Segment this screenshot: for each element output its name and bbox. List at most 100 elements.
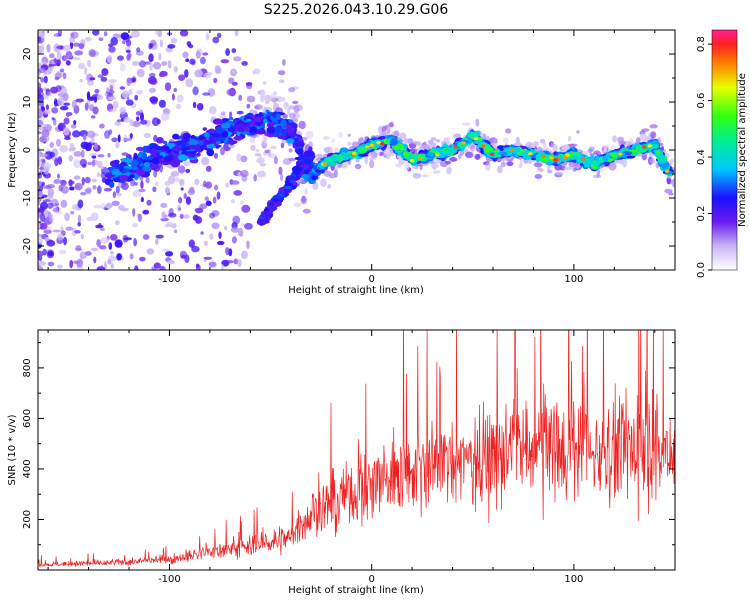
heat-cell: [256, 157, 265, 164]
heat-cell: [126, 54, 131, 61]
heat-cell: [161, 211, 166, 219]
heat-cell: [47, 261, 55, 267]
heat-cell: [194, 207, 204, 214]
ridge-cell: [655, 149, 661, 155]
heat-cell: [149, 79, 158, 85]
heat-cell: [444, 161, 451, 165]
ridge-cell: [253, 116, 262, 123]
heat-cell: [87, 96, 96, 101]
heat-cell: [202, 92, 211, 96]
heat-cell: [108, 242, 113, 250]
heat-cell: [208, 106, 217, 115]
heat-cell: [80, 233, 85, 240]
heat-cell: [92, 30, 100, 36]
ridge-cell: [293, 138, 300, 144]
heat-cell: [159, 39, 163, 48]
heat-cell: [608, 161, 617, 171]
heat-cell: [641, 153, 648, 160]
heat-cell: [111, 137, 118, 143]
heat-cell: [629, 138, 634, 143]
heat-cell: [185, 168, 191, 173]
heat-cell: [58, 249, 67, 255]
heat-cell: [74, 50, 83, 56]
heat-cell: [149, 62, 153, 72]
heat-cell: [475, 118, 480, 127]
ridge-cell: [137, 158, 142, 163]
heat-cell: [226, 260, 234, 264]
heat-cell: [282, 96, 286, 102]
heat-cell: [189, 186, 195, 193]
heat-cell: [85, 187, 92, 195]
heat-cell: [60, 199, 68, 208]
heat-cell: [259, 163, 267, 167]
heat-cell: [65, 226, 73, 231]
snr-xtick-label: -100: [158, 574, 181, 585]
ridge-peak: [647, 144, 652, 148]
heat-cell: [208, 261, 217, 268]
heat-cell: [46, 44, 51, 53]
heat-cell: [320, 178, 327, 187]
ridge-cell: [172, 133, 180, 140]
heat-cell: [73, 175, 81, 180]
snr-ytick-label: 200: [22, 510, 33, 529]
heat-cell: [119, 106, 127, 115]
heat-cell: [89, 152, 97, 156]
heat-cell: [421, 174, 430, 178]
heat-cell: [241, 204, 251, 213]
ridge-cell: [133, 152, 138, 160]
heat-cell: [40, 32, 45, 39]
heat-cell: [179, 178, 185, 187]
ridge-peak: [618, 152, 623, 156]
heat-cell: [99, 245, 107, 250]
heat-cell: [136, 116, 140, 122]
heat-cell: [238, 227, 244, 237]
heat-cell: [212, 36, 220, 44]
heat-cell: [203, 256, 213, 260]
heat-cell: [355, 159, 360, 163]
heat-cell: [515, 136, 520, 144]
heat-cell: [205, 181, 213, 189]
heat-cell: [53, 57, 57, 63]
heat-cell: [293, 202, 302, 208]
snr-ytick-label: 400: [22, 459, 33, 478]
heat-cell: [47, 193, 54, 200]
heat-cell: [38, 191, 43, 198]
heat-cell: [38, 131, 42, 135]
ridge-cell: [181, 140, 187, 148]
heat-cell: [192, 86, 199, 96]
heat-cell: [550, 142, 554, 149]
heat-cell: [39, 222, 48, 230]
heat-cell: [132, 190, 141, 198]
ridge-cell: [227, 126, 234, 133]
heat-cell: [168, 175, 176, 185]
heat-cell: [38, 223, 41, 229]
ridge-peak: [322, 162, 328, 166]
heat-cell: [108, 108, 118, 112]
heat-cell: [204, 240, 208, 246]
heat-cell: [237, 259, 242, 268]
heat-cell: [298, 120, 306, 130]
ridge-peak: [549, 156, 554, 160]
spectrogram-ytick-label: 0: [22, 147, 33, 153]
heat-cell: [71, 99, 77, 109]
heat-cell: [110, 234, 118, 241]
heat-cell: [154, 30, 162, 36]
snr-ylabel: SNR (10 * v/v): [7, 414, 18, 485]
heat-cell: [100, 228, 105, 231]
heat-cell: [129, 133, 133, 139]
heat-cell: [38, 90, 44, 98]
ridge-cell: [151, 157, 160, 165]
heat-cell: [312, 182, 319, 191]
heat-cell: [225, 182, 230, 188]
heat-cell: [264, 149, 270, 154]
heat-cell: [99, 123, 105, 129]
heat-cell: [277, 70, 286, 76]
heat-cell: [280, 142, 285, 149]
ridge-cell: [523, 150, 531, 158]
heat-cell: [134, 265, 139, 270]
heat-cell: [183, 193, 187, 200]
heat-cell: [93, 142, 99, 150]
heat-cell: [40, 115, 45, 123]
heat-cell: [115, 142, 120, 149]
heat-cell: [430, 162, 440, 169]
